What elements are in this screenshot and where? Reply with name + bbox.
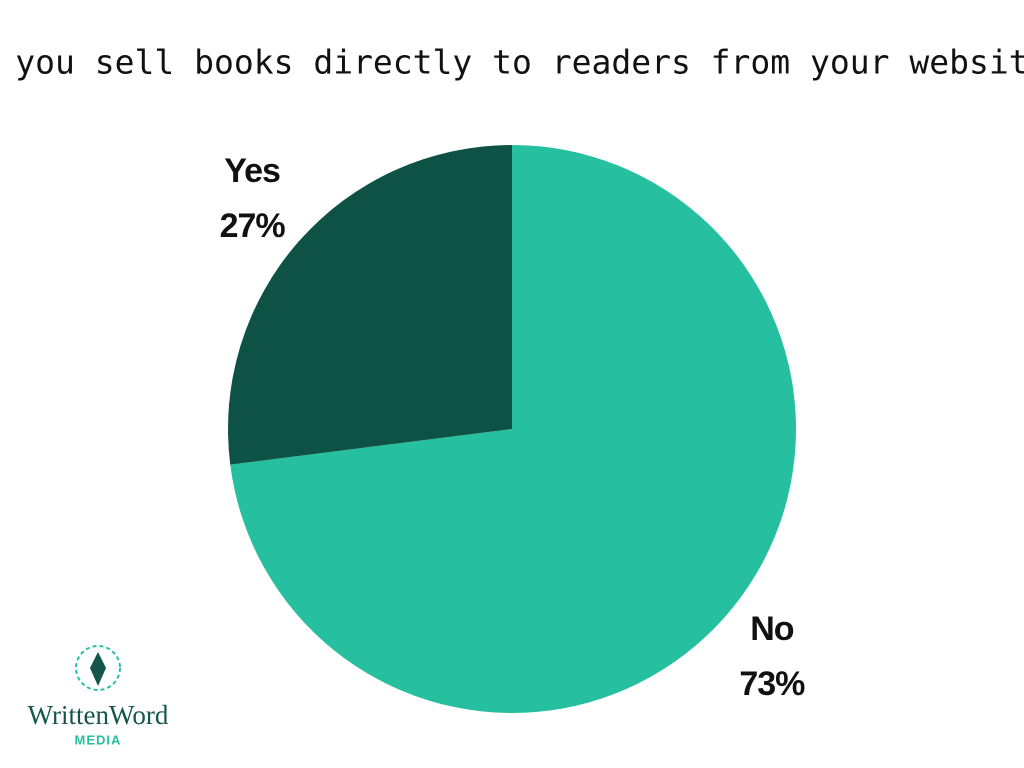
logo-tagline: MEDIA [75,732,122,747]
logo-ring [75,645,121,691]
slice-value-label: 73% [739,665,805,703]
pie-slice [230,145,796,713]
logo-nib [90,652,106,686]
slice-label: No [750,610,794,648]
logo-name: WrittenWord [28,700,169,730]
pie-slice [228,145,512,465]
chart-title: Do you sell books directly to readers fr… [0,43,1024,82]
logo: WrittenWord MEDIA [28,645,169,747]
slice-value-label: 27% [220,207,286,245]
slice-label: Yes [224,152,280,190]
